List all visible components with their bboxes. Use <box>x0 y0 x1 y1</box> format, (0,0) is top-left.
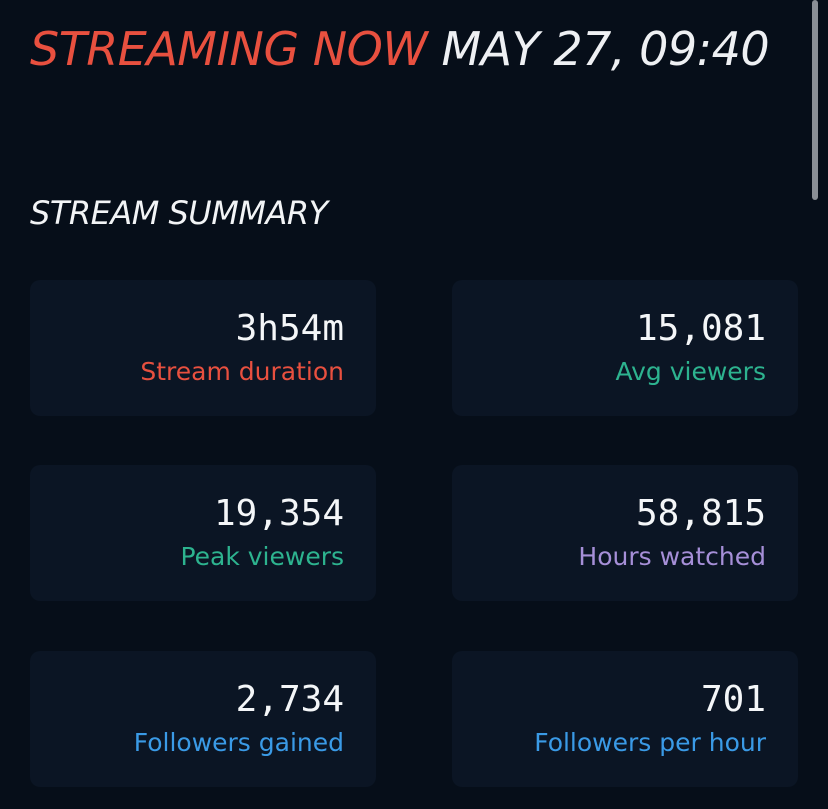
stat-value: 15,081 <box>635 308 766 349</box>
stat-card: 701 Followers per hour <box>452 651 798 787</box>
stat-value: 19,354 <box>213 493 344 534</box>
status: STREAMING NOW <box>30 22 428 76</box>
stat-card: 58,815 Hours watched <box>452 465 798 601</box>
header: STREAMING NOW MAY 27, 09:40 <box>30 22 770 76</box>
stat-value: 2,734 <box>235 679 344 720</box>
stat-label: Hours watched <box>578 542 766 571</box>
section-title: STREAM SUMMARY <box>30 194 328 232</box>
stat-card: 19,354 Peak viewers <box>30 465 376 601</box>
stat-label: Followers gained <box>133 728 344 757</box>
stat-value: 3h54m <box>235 308 344 349</box>
stat-label: Stream duration <box>140 357 344 386</box>
stat-value: 58,815 <box>635 493 766 534</box>
stat-card: 2,734 Followers gained <box>30 651 376 787</box>
stat-card: 3h54m Stream duration <box>30 280 376 416</box>
stat-label: Peak viewers <box>180 542 344 571</box>
stat-value: 701 <box>700 679 766 720</box>
stat-card: 15,081 Avg viewers <box>452 280 798 416</box>
stat-label: Followers per hour <box>534 728 766 757</box>
scrollbar[interactable] <box>812 0 818 200</box>
datetime: MAY 27, 09:40 <box>441 22 770 76</box>
stat-label: Avg viewers <box>615 357 766 386</box>
